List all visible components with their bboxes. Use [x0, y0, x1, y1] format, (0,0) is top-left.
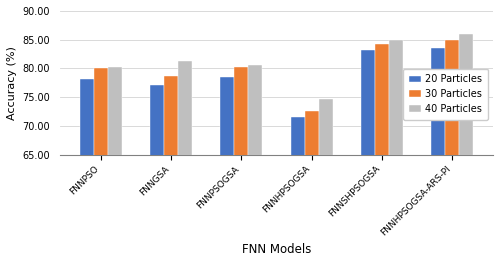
Bar	[431, 48, 445, 263]
Bar	[290, 117, 304, 263]
Bar	[150, 85, 164, 263]
Bar	[94, 68, 108, 263]
Bar	[108, 67, 122, 263]
Bar	[361, 50, 375, 263]
Legend: 20 Particles, 30 Particles, 40 Particles: 20 Particles, 30 Particles, 40 Particles	[403, 69, 488, 120]
Bar	[178, 62, 192, 263]
X-axis label: FNN Models: FNN Models	[242, 243, 311, 256]
Bar	[80, 79, 94, 263]
Bar	[248, 65, 262, 263]
Bar	[375, 44, 389, 263]
Bar	[234, 67, 248, 263]
Bar	[460, 34, 473, 263]
Bar	[164, 76, 178, 263]
Bar	[445, 40, 460, 263]
Bar	[318, 99, 333, 263]
Bar	[304, 112, 318, 263]
Y-axis label: Accuracy (%): Accuracy (%)	[7, 46, 17, 120]
Bar	[389, 40, 403, 263]
Bar	[220, 77, 234, 263]
